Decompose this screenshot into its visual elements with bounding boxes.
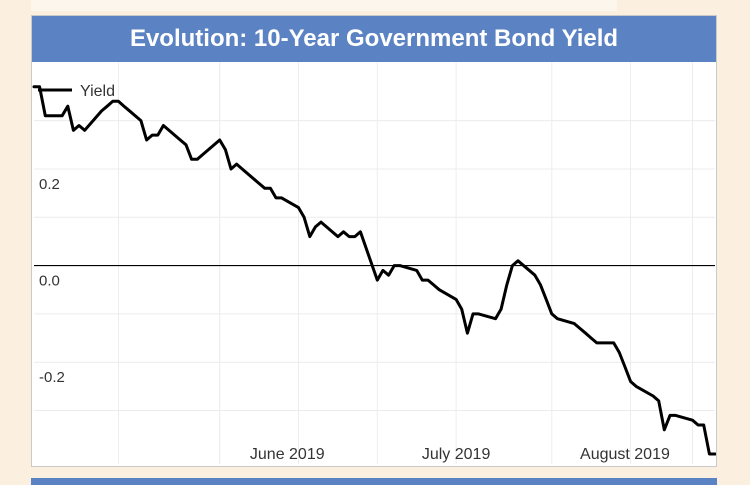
series-line-yield [32, 85, 716, 456]
y-tick-label: 0.0 [39, 273, 60, 290]
top-strip [31, 0, 617, 11]
legend-label: Yield [80, 83, 115, 100]
chart-title: Evolution: 10-Year Government Bond Yield [129, 25, 619, 52]
y-tick-label: 0.2 [39, 176, 60, 193]
x-tick-label: July 2019 [422, 446, 491, 463]
y-tick-label: -0.2 [39, 369, 65, 386]
x-tick-label: August 2019 [580, 446, 670, 463]
line-chart: 0.2 0.0 -0.2 June 2019 July 2019 August 2019 Y… [32, 62, 716, 464]
next-panel-header [31, 478, 717, 485]
x-tick-label: June 2019 [250, 446, 325, 463]
chart-panel: Evolution: 10-Year Government Bond Yield… [31, 15, 717, 467]
chart-title-bar: Evolution: 10-Year Government Bond Yield [32, 16, 716, 62]
